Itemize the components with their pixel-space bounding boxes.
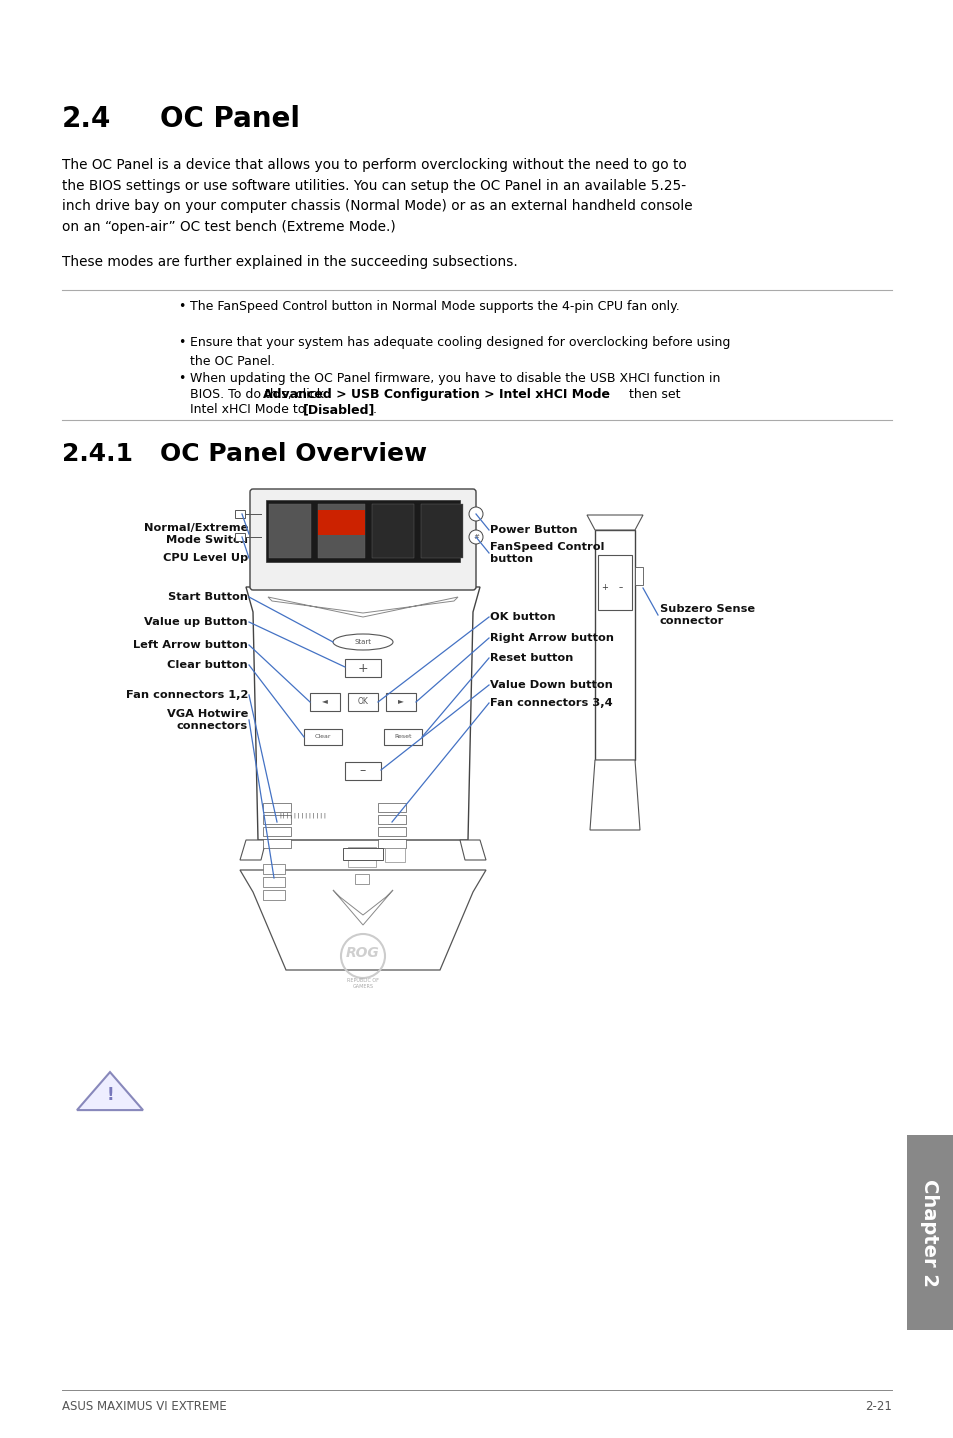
Bar — [386, 693, 416, 710]
Text: Start Button: Start Button — [168, 592, 248, 603]
Text: Intel xHCI Mode to: Intel xHCI Mode to — [190, 403, 309, 416]
Text: ASUS MAXIMUS VI EXTREME: ASUS MAXIMUS VI EXTREME — [62, 1401, 227, 1414]
Text: 2.4: 2.4 — [62, 105, 112, 132]
Text: The FanSpeed Control button in Normal Mode supports the 4-pin CPU fan only.: The FanSpeed Control button in Normal Mo… — [190, 301, 679, 313]
Bar — [345, 659, 380, 677]
Text: then set: then set — [624, 388, 679, 401]
Text: –: – — [618, 584, 622, 592]
Text: Chapter 2: Chapter 2 — [920, 1179, 939, 1287]
Bar — [234, 533, 245, 541]
Text: Normal/Extreme
Mode Switch: Normal/Extreme Mode Switch — [144, 523, 248, 545]
Text: When updating the OC Panel firmware, you have to disable the USB XHCI function i: When updating the OC Panel firmware, you… — [190, 372, 720, 385]
Bar — [317, 510, 365, 535]
Text: OK: OK — [357, 696, 368, 706]
Text: REPUBLIC OF
GAMERS: REPUBLIC OF GAMERS — [347, 978, 378, 989]
Polygon shape — [459, 840, 485, 860]
Bar — [355, 874, 369, 884]
Text: •: • — [178, 301, 185, 313]
Bar — [263, 802, 291, 812]
Ellipse shape — [333, 634, 393, 650]
Bar — [348, 847, 375, 867]
Circle shape — [469, 508, 482, 521]
Text: ROG: ROG — [346, 946, 379, 961]
Bar — [269, 503, 311, 558]
Text: Right Arrow button: Right Arrow button — [490, 633, 614, 643]
Text: |||||||||||||: ||||||||||||| — [277, 812, 327, 818]
Bar — [635, 567, 642, 585]
Bar — [343, 848, 382, 860]
Bar — [348, 693, 377, 710]
Bar — [384, 729, 421, 745]
Text: CPU Level Up: CPU Level Up — [163, 554, 248, 564]
Text: Value Down button: Value Down button — [490, 680, 612, 690]
Text: Ensure that your system has adequate cooling designed for overclocking before us: Ensure that your system has adequate coo… — [190, 336, 730, 368]
Text: OC Panel Overview: OC Panel Overview — [160, 441, 427, 466]
Bar — [263, 838, 291, 848]
Text: These modes are further explained in the succeeding subsections.: These modes are further explained in the… — [62, 255, 517, 269]
Text: VGA Hotwire
connectors: VGA Hotwire connectors — [167, 709, 248, 731]
Bar — [372, 503, 414, 558]
Polygon shape — [586, 515, 642, 531]
Text: FanSpeed Control
button: FanSpeed Control button — [490, 542, 604, 564]
Text: Clear: Clear — [314, 733, 331, 739]
Text: 2.4.1: 2.4.1 — [62, 441, 132, 466]
Text: Fan connectors 1,2: Fan connectors 1,2 — [126, 690, 248, 700]
Text: OC Panel: OC Panel — [160, 105, 299, 132]
Text: Reset: Reset — [394, 733, 412, 739]
Text: OK button: OK button — [490, 613, 555, 623]
Bar — [377, 838, 406, 848]
Bar — [598, 555, 631, 610]
Text: The OC Panel is a device that allows you to perform overclocking without the nee: The OC Panel is a device that allows you… — [62, 158, 692, 234]
Text: ◄: ◄ — [322, 696, 328, 706]
Bar — [377, 827, 406, 835]
Bar — [304, 729, 341, 745]
Text: +: + — [601, 584, 608, 592]
Polygon shape — [240, 870, 485, 971]
Bar — [310, 693, 339, 710]
Text: Left Arrow button: Left Arrow button — [133, 640, 248, 650]
Text: +: + — [357, 661, 368, 674]
Bar — [317, 503, 365, 558]
Text: •: • — [178, 372, 185, 385]
Bar — [263, 877, 285, 887]
Bar — [385, 848, 405, 861]
Text: Subzero Sense
connector: Subzero Sense connector — [659, 604, 755, 626]
Text: BIOS. To do this, click: BIOS. To do this, click — [190, 388, 328, 401]
Text: –: – — [359, 765, 366, 778]
Text: Power Button: Power Button — [490, 525, 577, 535]
Bar — [345, 762, 380, 779]
Bar — [420, 503, 462, 558]
Bar — [263, 864, 285, 874]
Text: #: # — [473, 533, 478, 541]
Text: .: . — [373, 403, 376, 416]
Bar — [377, 802, 406, 812]
Text: Start: Start — [355, 638, 371, 646]
Text: Advanced > USB Configuration > Intel xHCI Mode: Advanced > USB Configuration > Intel xHC… — [263, 388, 609, 401]
Text: Reset button: Reset button — [490, 653, 573, 663]
Circle shape — [469, 531, 482, 544]
Bar — [263, 890, 285, 900]
Text: 2-21: 2-21 — [864, 1401, 891, 1414]
Bar — [266, 500, 459, 562]
Bar — [234, 510, 245, 518]
Text: ►: ► — [397, 696, 403, 706]
Bar — [377, 815, 406, 824]
Text: •: • — [178, 336, 185, 349]
Bar — [263, 827, 291, 835]
Text: Clear button: Clear button — [167, 660, 248, 670]
Polygon shape — [589, 761, 639, 830]
Bar — [906, 1135, 953, 1330]
Polygon shape — [77, 1073, 143, 1110]
Text: [Disabled]: [Disabled] — [303, 403, 375, 416]
Text: Value up Button: Value up Button — [144, 617, 248, 627]
Bar — [263, 815, 291, 824]
FancyBboxPatch shape — [250, 489, 476, 590]
Text: Fan connectors 3,4: Fan connectors 3,4 — [490, 697, 612, 707]
Polygon shape — [240, 840, 266, 860]
Text: !: ! — [106, 1086, 113, 1104]
Polygon shape — [246, 587, 479, 840]
Bar — [595, 531, 635, 761]
